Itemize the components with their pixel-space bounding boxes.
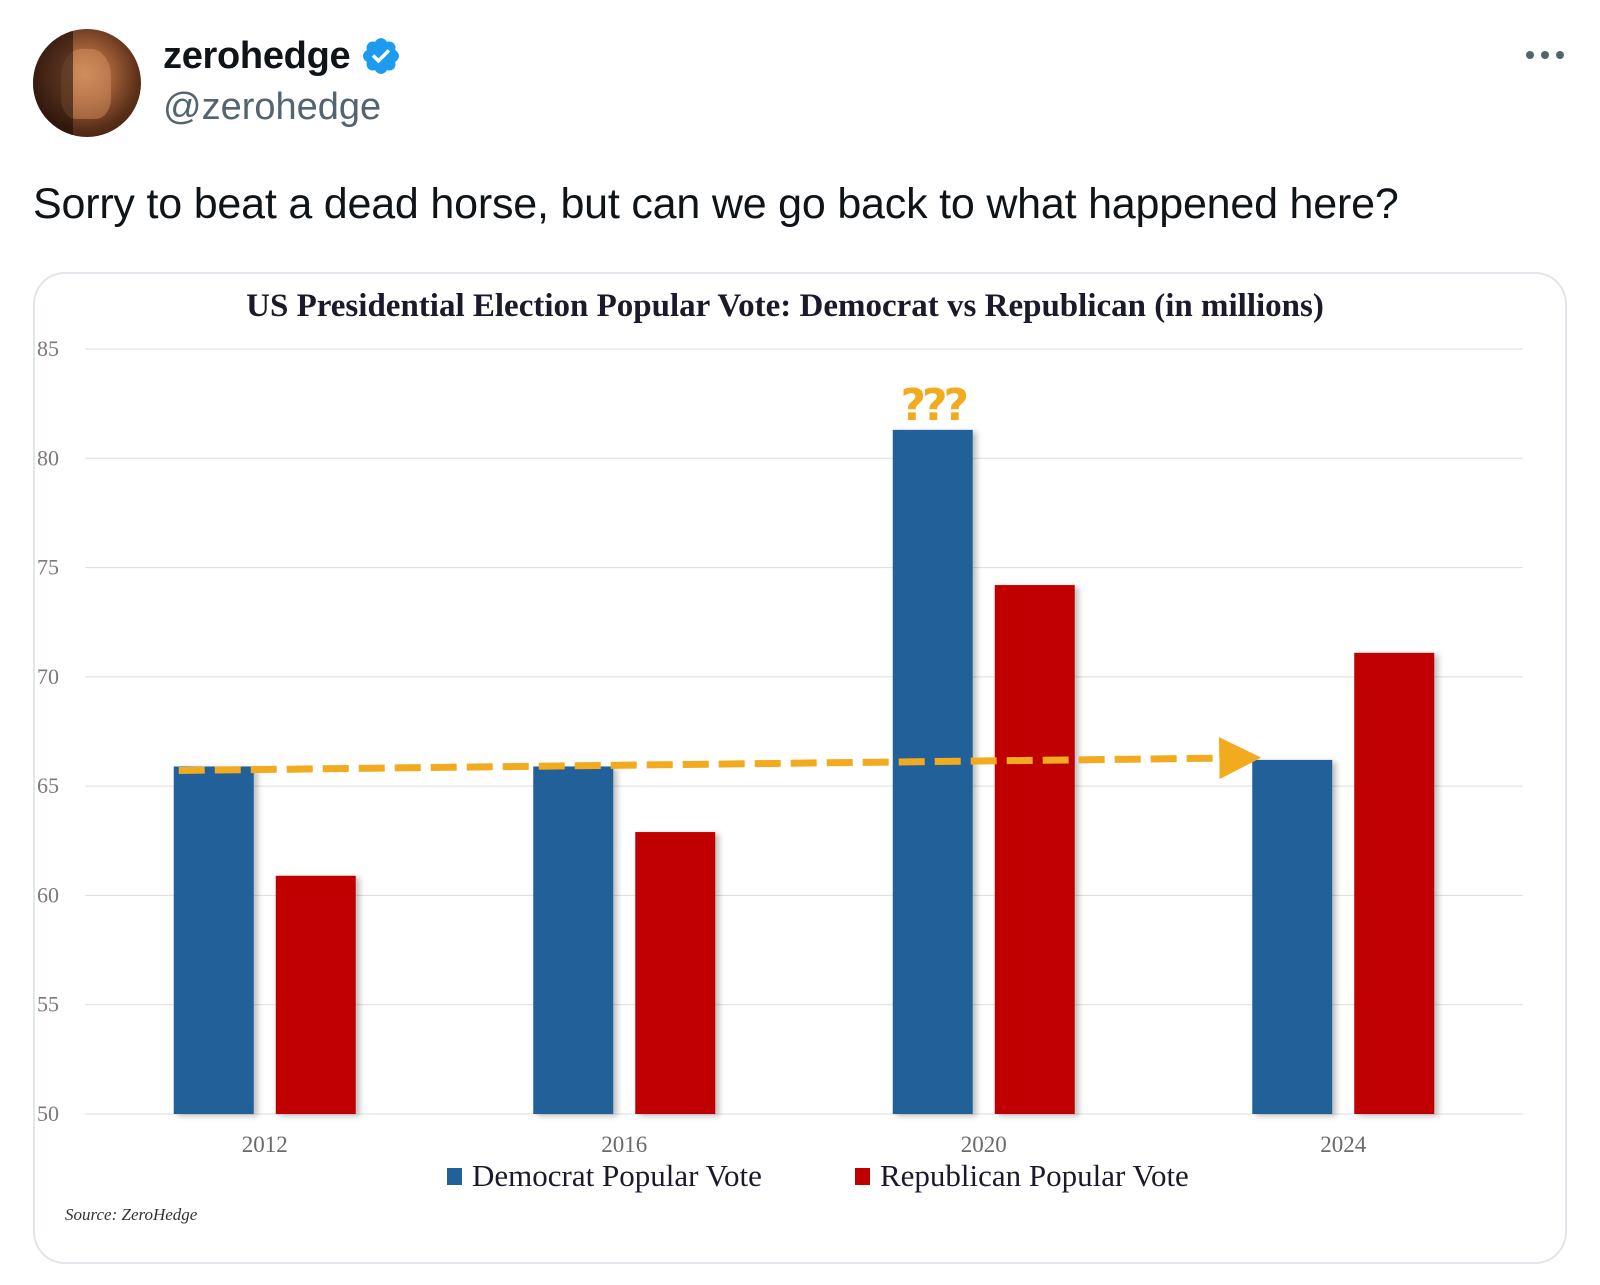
question-marks-annotation: ??? [900, 380, 966, 431]
y-tick-label: 85 [37, 336, 59, 361]
legend-label-republican: Republican Popular Vote [880, 1158, 1189, 1193]
legend-label-democrat: Democrat Popular Vote [472, 1158, 762, 1193]
bar-republican-2024 [1354, 652, 1435, 1114]
y-tick-label: 50 [37, 1101, 59, 1126]
bar-democrat-2020 [892, 429, 973, 1114]
legend-swatch-democrat [447, 1168, 462, 1185]
x-tick-label: 2020 [961, 1132, 1007, 1157]
tweet-text: Sorry to beat a dead horse, but can we g… [33, 180, 1399, 228]
chart-title: US Presidential Election Popular Vote: D… [246, 288, 1324, 324]
bar-republican-2020 [994, 585, 1075, 1114]
y-tick-label: 80 [37, 445, 59, 470]
x-tick-label: 2024 [1320, 1132, 1367, 1157]
bar-republican-2016 [635, 832, 716, 1114]
trend-arrow [178, 737, 1262, 780]
y-tick-label: 55 [37, 992, 59, 1017]
bar-chart: US Presidential Election Popular Vote: D… [37, 288, 1523, 1224]
bar-democrat-2016 [533, 766, 614, 1114]
legend-swatch-republican [855, 1168, 870, 1185]
y-tick-label: 65 [37, 773, 59, 798]
bar-democrat-2024 [1252, 759, 1333, 1114]
x-tick-label: 2012 [242, 1132, 288, 1157]
avatar[interactable] [33, 29, 141, 137]
x-tick-label: 2016 [601, 1132, 647, 1157]
author-handle[interactable]: @zerohedge [163, 86, 382, 128]
bar-democrat-2012 [173, 766, 254, 1114]
bar-republican-2012 [275, 875, 356, 1114]
chart-source: Source: ZeroHedge [65, 1205, 198, 1224]
more-options-icon[interactable] [1520, 40, 1570, 70]
verified-badge-icon [363, 38, 400, 74]
author-row: zerohedge [163, 32, 402, 80]
y-tick-label: 60 [37, 882, 59, 907]
y-tick-label: 70 [37, 664, 59, 689]
chart-card[interactable]: US Presidential Election Popular Vote: D… [33, 272, 1567, 1264]
y-tick-label: 75 [37, 555, 59, 580]
author-name[interactable]: zerohedge [163, 34, 351, 77]
